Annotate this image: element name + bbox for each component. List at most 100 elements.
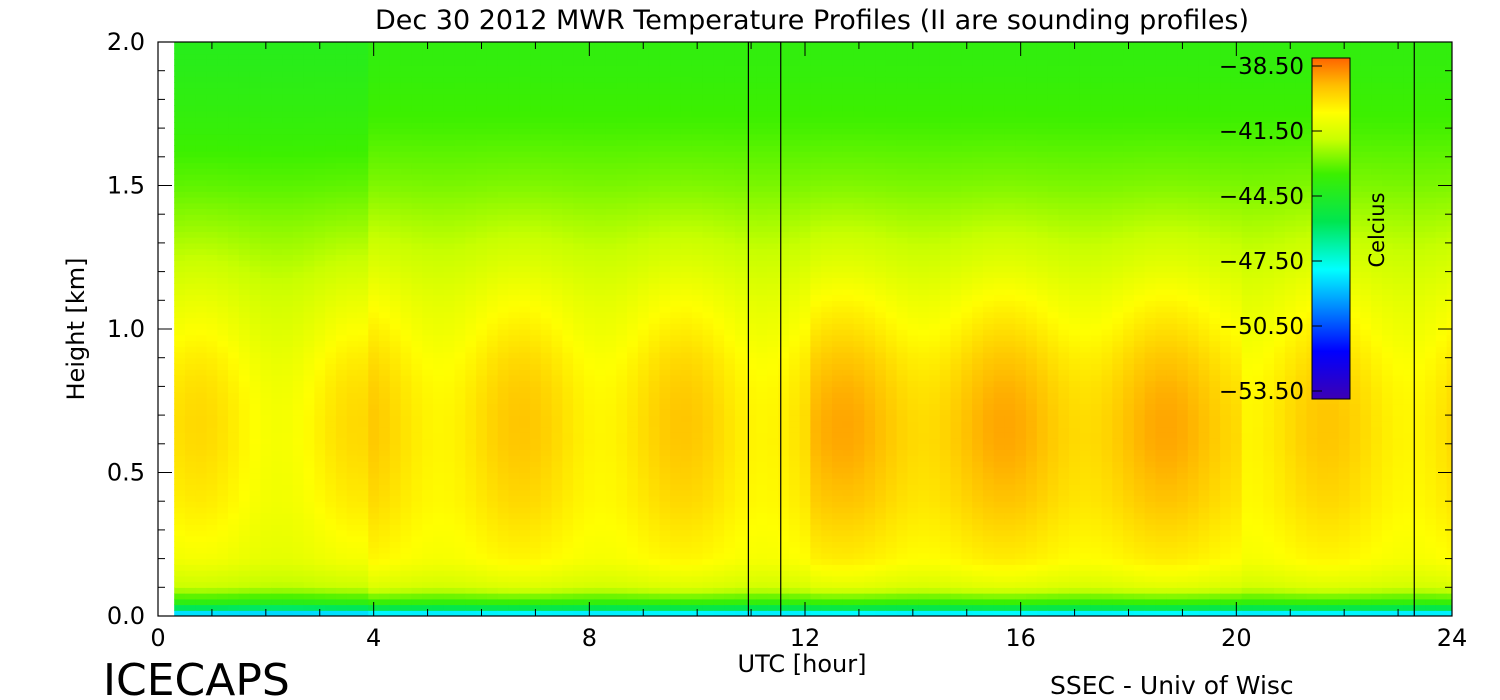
heatmap-cell (335, 604, 348, 611)
heatmap-cell (476, 99, 488, 106)
heatmap-cell (519, 535, 531, 542)
heatmap-cell (238, 535, 251, 542)
heatmap-cell (540, 174, 553, 181)
heatmap-cell (616, 93, 628, 100)
heatmap-cell (530, 260, 542, 267)
heatmap-cell (616, 564, 628, 571)
heatmap-cell (637, 99, 650, 106)
heatmap-cell (465, 432, 477, 439)
heatmap-cell (637, 346, 650, 353)
heatmap-cell (368, 145, 380, 152)
heatmap-cell (238, 196, 251, 204)
heatmap-cell (670, 587, 682, 594)
heatmap-cell (249, 449, 262, 456)
heatmap-cell (195, 564, 208, 571)
heatmap-cell (551, 472, 563, 479)
heatmap-cell (282, 329, 294, 336)
heatmap-cell (497, 300, 510, 307)
heatmap-cell (411, 581, 423, 588)
heatmap-cell (680, 483, 693, 491)
heatmap-cell (432, 323, 445, 330)
heatmap-cell (174, 214, 186, 221)
heatmap-cell (508, 438, 520, 445)
heatmap-cell (357, 363, 369, 370)
heatmap-cell (562, 156, 574, 164)
heatmap-cell (648, 59, 661, 66)
heatmap-cell (271, 219, 283, 227)
heatmap-cell (540, 455, 553, 462)
heatmap-cell (195, 237, 208, 244)
heatmap-cell (680, 426, 693, 433)
heatmap-cell (691, 128, 704, 135)
heatmap-cell (335, 575, 348, 583)
heatmap-cell (217, 334, 229, 342)
heatmap-cell (346, 524, 359, 531)
heatmap-cell (249, 300, 262, 307)
heatmap-cell (573, 524, 585, 531)
heatmap-cell (303, 110, 315, 118)
heatmap-cell (184, 53, 197, 60)
heatmap-cell (476, 346, 488, 353)
heatmap-cell (282, 294, 294, 301)
heatmap-cell (357, 598, 369, 606)
heatmap-cell (249, 593, 262, 600)
heatmap-cell (637, 397, 650, 405)
heatmap-cell (680, 495, 693, 502)
heatmap-cell (454, 558, 466, 565)
heatmap-cell (195, 93, 208, 100)
heatmap-cell (195, 87, 208, 95)
heatmap-cell (271, 185, 283, 192)
heatmap-cell (702, 151, 714, 158)
heatmap-cell (680, 110, 693, 118)
heatmap-cell (691, 87, 704, 95)
heatmap-cell (627, 300, 639, 307)
heatmap-cell (540, 300, 553, 307)
heatmap-cell (174, 552, 186, 560)
heatmap-cell (486, 145, 499, 152)
heatmap-cell (400, 191, 413, 198)
heatmap-cell (583, 506, 596, 514)
heatmap-cell (637, 82, 650, 89)
heatmap-cell (389, 122, 402, 129)
heatmap-cell (476, 524, 488, 531)
heatmap-cell (271, 483, 283, 491)
heatmap-cell (411, 409, 423, 416)
heatmap-cell (400, 598, 413, 606)
heatmap-cell (411, 237, 423, 244)
heatmap-cell (540, 461, 553, 468)
heatmap-cell (206, 547, 218, 554)
heatmap-cell (260, 340, 272, 347)
heatmap-cell (573, 110, 585, 118)
heatmap-cell (454, 386, 466, 393)
heatmap-cell (357, 151, 369, 158)
heatmap-cell (292, 455, 305, 462)
heatmap-cell (260, 151, 272, 158)
heatmap-cell (432, 237, 445, 244)
heatmap-cell (249, 598, 262, 606)
heatmap-cell (432, 409, 445, 416)
heatmap-cell (206, 168, 218, 175)
heatmap-cell (670, 242, 682, 250)
heatmap-cell (357, 231, 369, 238)
heatmap-cell (368, 552, 380, 560)
heatmap-cell (465, 547, 477, 554)
heatmap-cell (508, 334, 520, 342)
heatmap-cell (519, 294, 531, 301)
heatmap-cell (637, 219, 650, 227)
heatmap-cell (680, 449, 693, 456)
heatmap-cell (594, 420, 607, 428)
heatmap-cell (325, 443, 337, 451)
heatmap-cell (659, 208, 671, 215)
heatmap-cell (605, 346, 617, 353)
heatmap-cell (228, 265, 240, 273)
heatmap-cell (443, 53, 456, 60)
heatmap-cell (228, 311, 240, 319)
heatmap-cell (335, 524, 348, 531)
heatmap-cell (206, 357, 218, 365)
heatmap-cell (616, 495, 628, 502)
heatmap-cell (562, 506, 574, 514)
heatmap-cell (184, 610, 197, 616)
heatmap-cell (551, 300, 563, 307)
heatmap-cell (594, 604, 607, 611)
heatmap-cell (346, 191, 359, 198)
